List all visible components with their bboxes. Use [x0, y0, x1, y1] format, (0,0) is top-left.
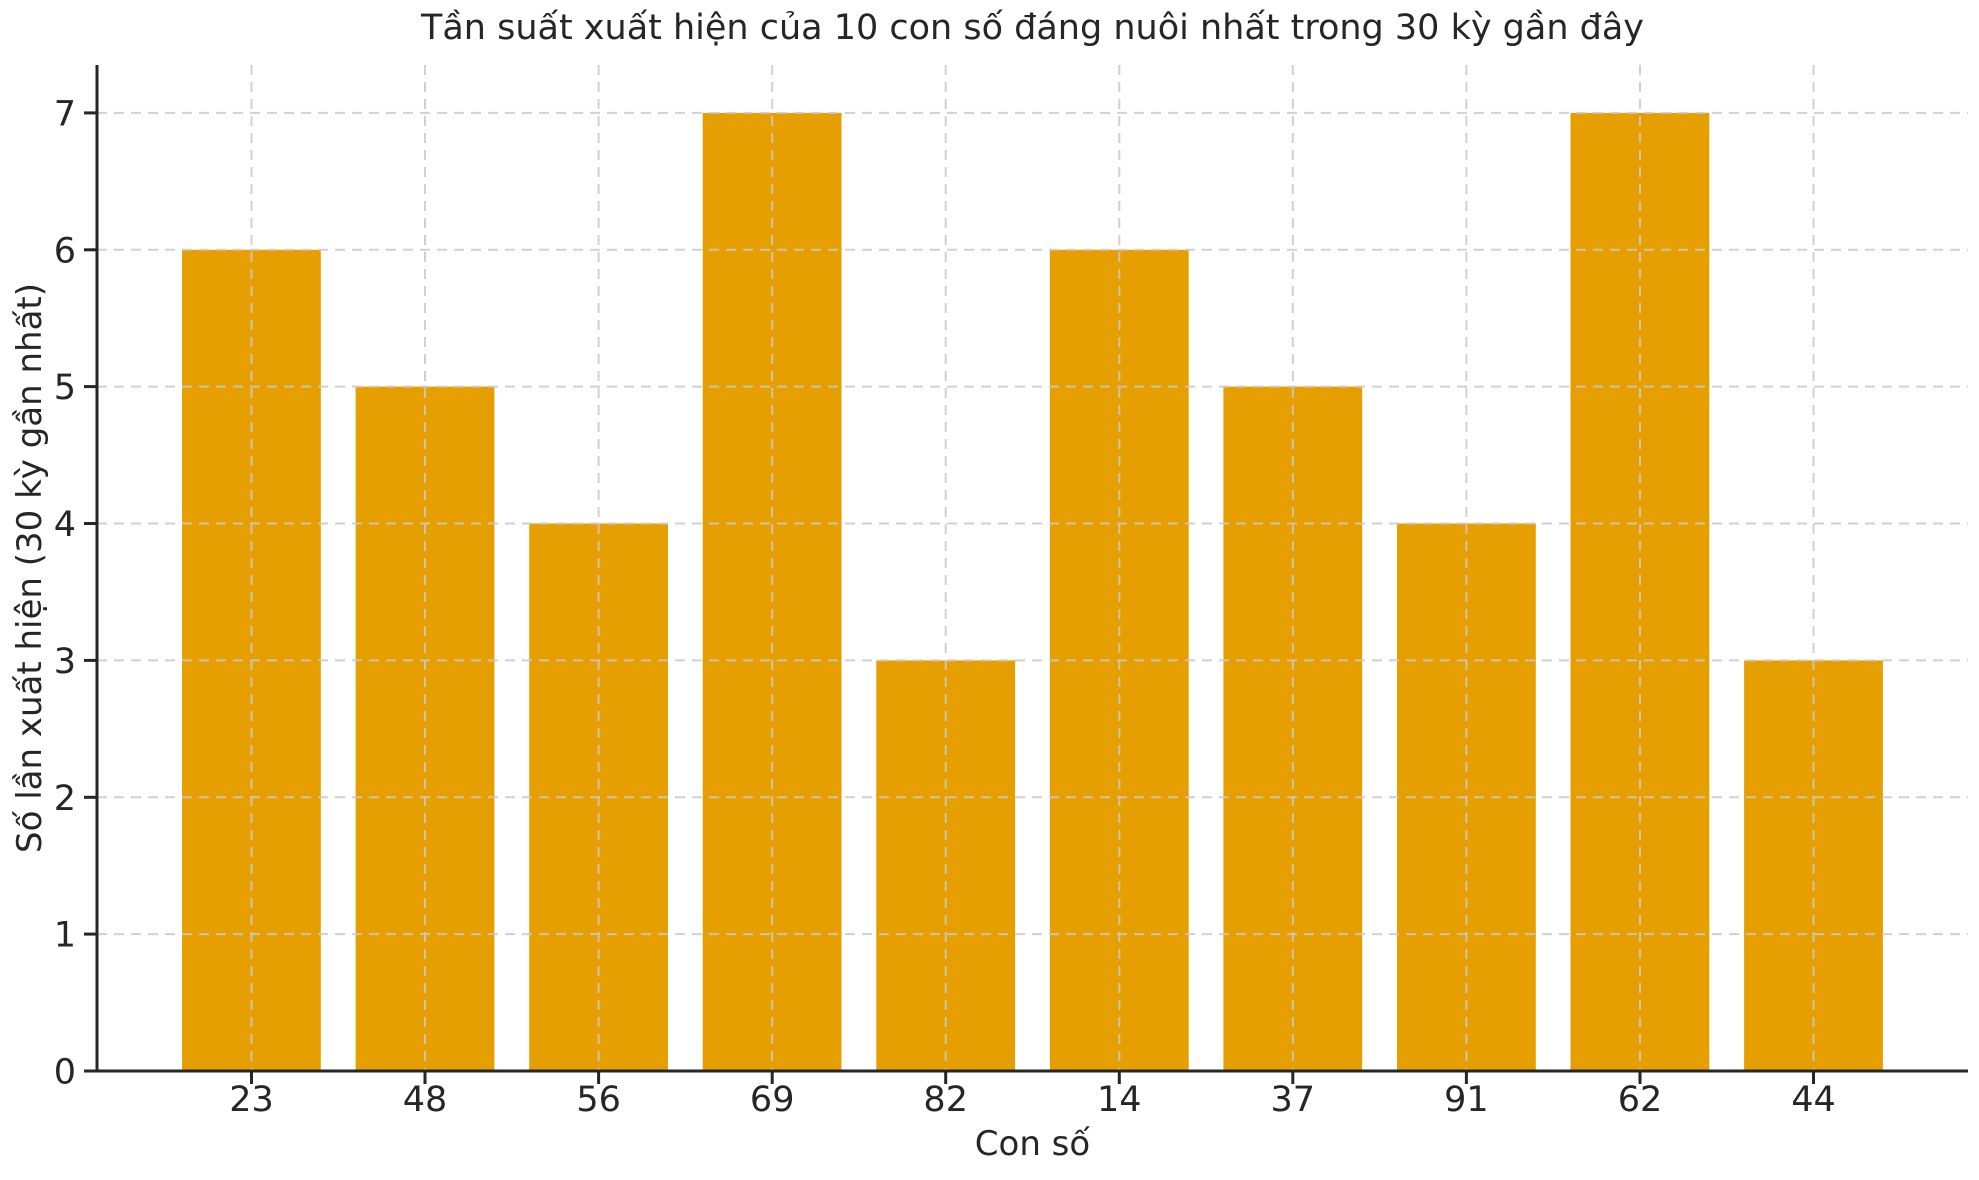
x-tick-label-91: 91 [1444, 1080, 1489, 1120]
y-tick-label-5: 5 [54, 368, 76, 408]
x-tick-label-44: 44 [1791, 1080, 1836, 1120]
y-tick-label-0: 0 [54, 1053, 76, 1093]
chart-title: Tần suất xuất hiện của 10 con số đáng nu… [420, 8, 1645, 48]
y-tick-label-4: 4 [54, 505, 76, 545]
x-axis-label: Con số [974, 1124, 1091, 1164]
x-tick-label-62: 62 [1618, 1080, 1663, 1120]
x-tick-label-37: 37 [1271, 1080, 1316, 1120]
x-tick-label-56: 56 [576, 1080, 621, 1120]
y-tick-label-2: 2 [54, 779, 76, 819]
y-tick-label-1: 1 [54, 916, 76, 956]
x-tick-label-69: 69 [750, 1080, 795, 1120]
x-tick-label-82: 82 [923, 1080, 968, 1120]
y-tick-label-3: 3 [54, 642, 76, 682]
x-tick-label-48: 48 [403, 1080, 448, 1120]
x-tick-label-14: 14 [1097, 1080, 1142, 1120]
x-tick-label-23: 23 [229, 1080, 274, 1120]
y-tick-label-6: 6 [54, 231, 76, 271]
y-tick-label-7: 7 [54, 94, 76, 134]
